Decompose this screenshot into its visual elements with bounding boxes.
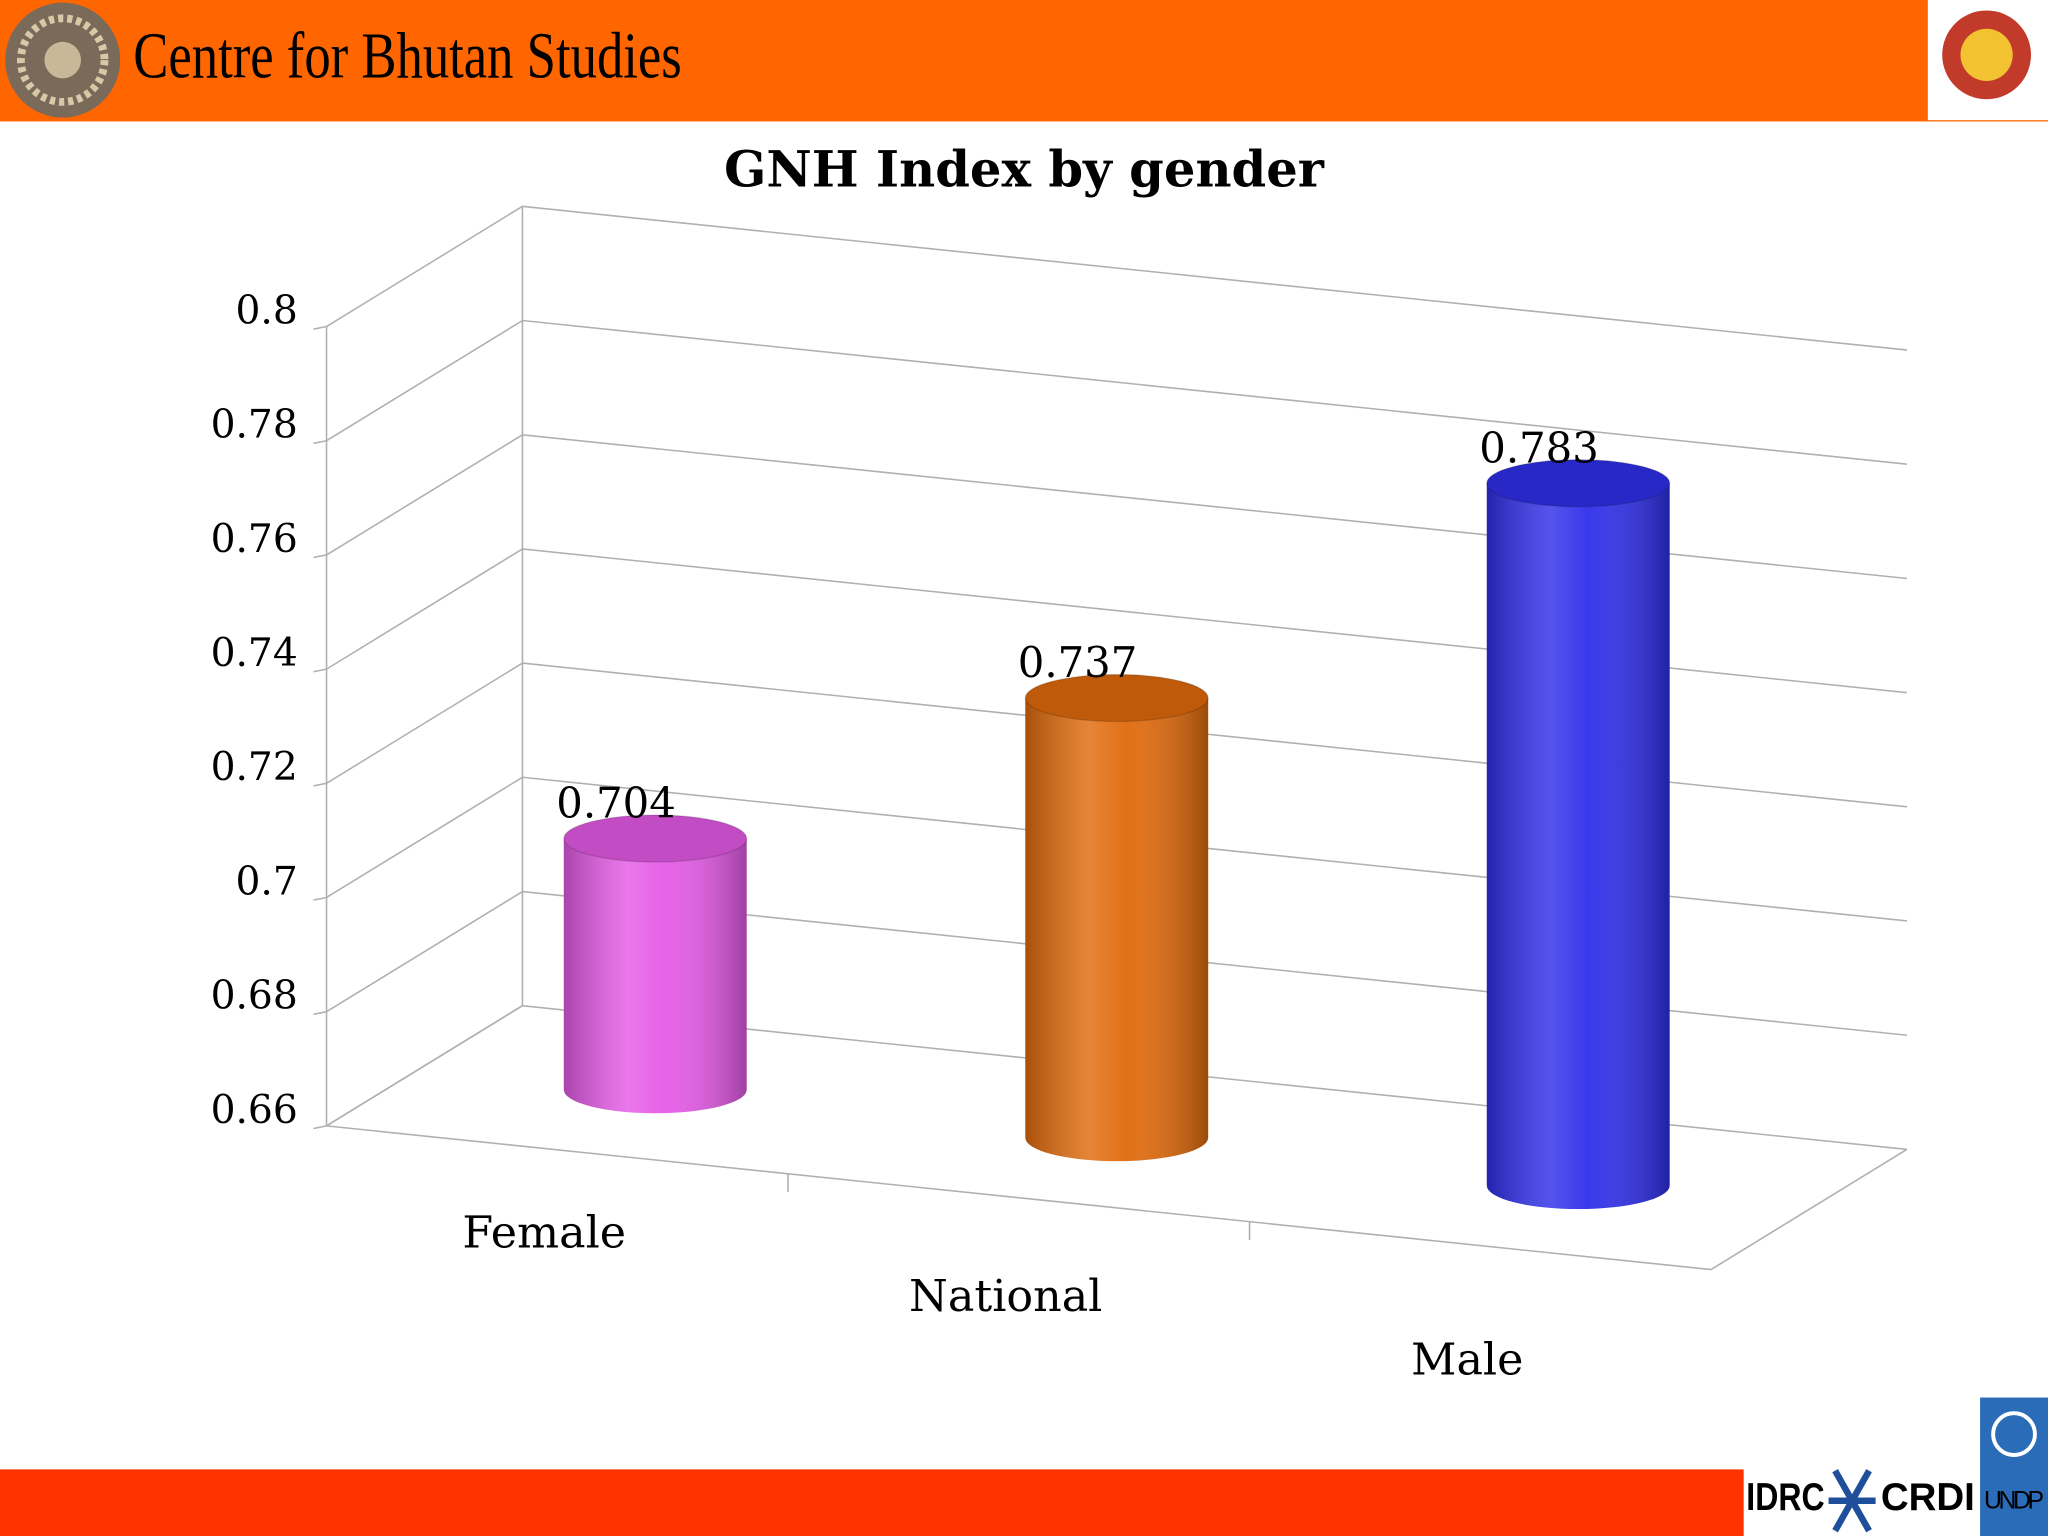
undp-box xyxy=(1980,1397,2048,1536)
y-tick xyxy=(313,1125,327,1130)
grid-line xyxy=(326,548,1908,694)
y-tick-label: 0.7 xyxy=(235,859,297,904)
grid-line xyxy=(326,319,1908,465)
idrc-star xyxy=(1828,1469,1876,1533)
y-tick xyxy=(313,668,327,673)
footer-logo: IDRC xyxy=(1746,1476,1824,1519)
header-logo xyxy=(5,2,121,118)
y-tick-label: 0.78 xyxy=(211,403,298,448)
x-tick-label: Female xyxy=(462,1208,626,1259)
grid-line xyxy=(326,434,1908,580)
value-label: 0.783 xyxy=(1479,423,1599,472)
y-tick xyxy=(313,554,327,559)
bar-top xyxy=(1024,673,1209,723)
y-tick-label: 0.8 xyxy=(235,288,297,333)
footer-logo: CRDI xyxy=(1881,1476,1975,1519)
grid-line xyxy=(326,205,1908,351)
un-emblem xyxy=(1991,1411,2037,1457)
x-tick-label: Male xyxy=(1411,1335,1523,1386)
y-tick-label: 0.68 xyxy=(211,974,298,1019)
y-tick-label: 0.72 xyxy=(211,745,298,790)
emblem xyxy=(1927,0,2048,121)
footer-logo: UNDP xyxy=(1984,1488,2044,1515)
y-tick xyxy=(313,896,327,901)
value-label: 0.737 xyxy=(1018,638,1138,687)
bar-shade xyxy=(563,838,747,1114)
y-tick-label: 0.74 xyxy=(211,631,298,676)
footer-bar xyxy=(0,1469,1744,1536)
grid-line xyxy=(326,1004,1908,1151)
y-tick xyxy=(313,1010,327,1016)
header-title: Centre for Bhutan Studies xyxy=(133,21,682,93)
grid-line xyxy=(326,662,1908,808)
x-tick-label: National xyxy=(909,1271,1102,1322)
value-label: 0.704 xyxy=(556,779,676,828)
y-tick-label: 0.76 xyxy=(211,517,298,562)
grid-line xyxy=(326,890,1908,1037)
bar-top xyxy=(1486,459,1671,508)
chart-title: GNH Index by gender xyxy=(724,140,1325,199)
y-tick xyxy=(313,439,327,445)
bar-top xyxy=(563,814,748,863)
bar-shade xyxy=(1486,483,1670,1210)
header-bar xyxy=(0,0,2048,122)
y-tick xyxy=(313,782,327,787)
y-tick xyxy=(313,325,327,330)
bar-shade xyxy=(1025,697,1209,1162)
grid-line xyxy=(326,776,1908,922)
y-tick-label: 0.66 xyxy=(211,1088,298,1133)
